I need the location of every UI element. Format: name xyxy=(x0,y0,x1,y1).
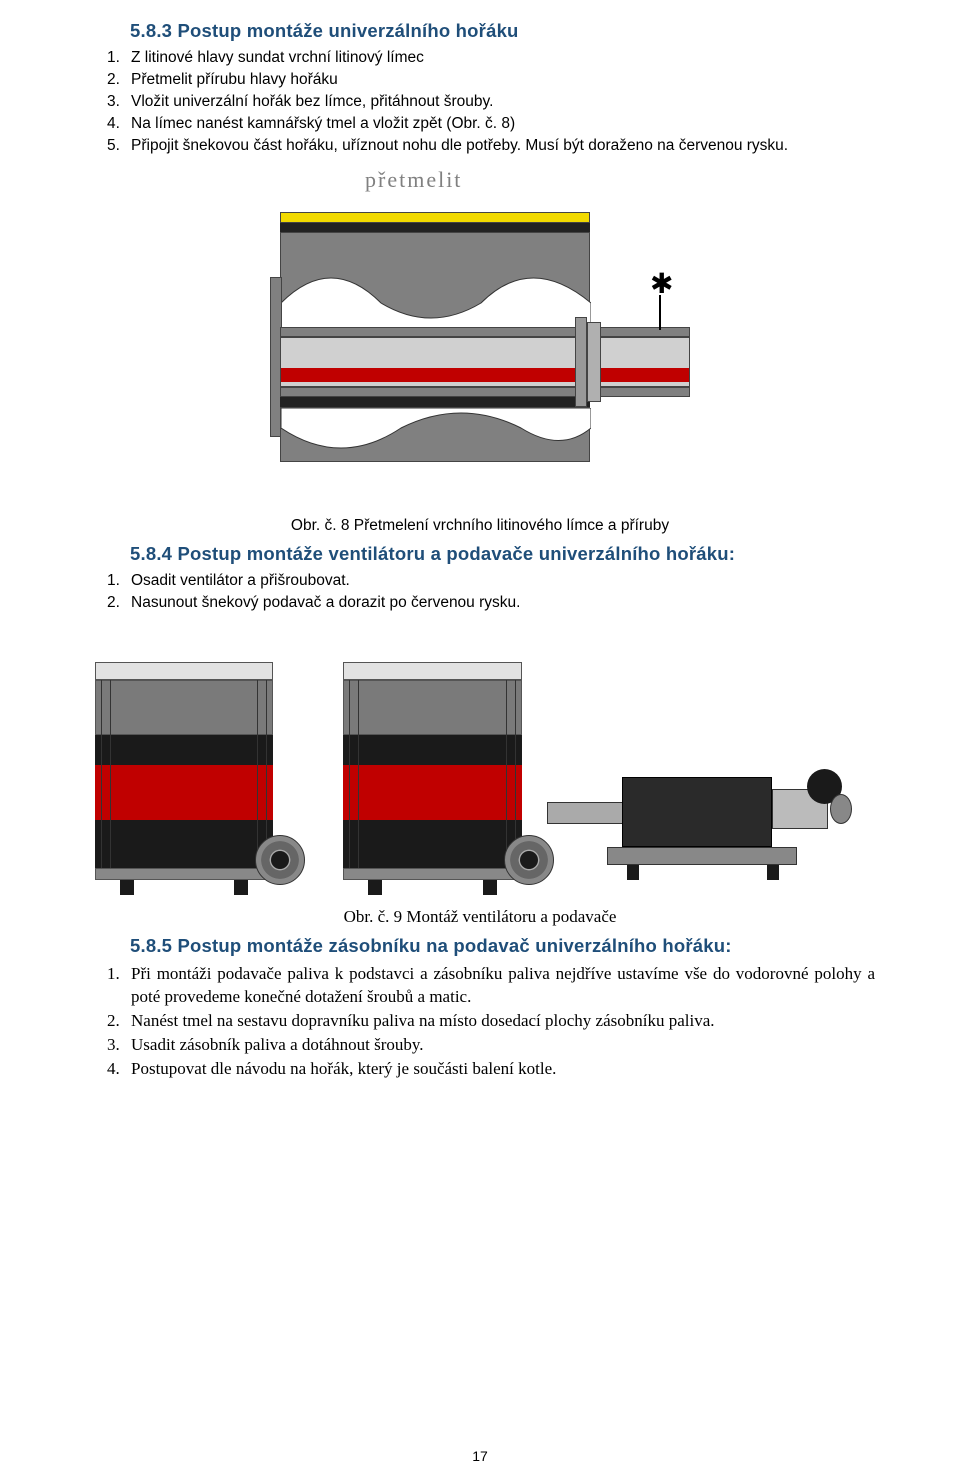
list-item: 1.Z litinové hlavy sundat vrchní litinov… xyxy=(107,48,875,69)
feeder-base xyxy=(607,847,797,865)
list-number: 3. xyxy=(107,1034,131,1057)
list-number: 1. xyxy=(107,963,131,1009)
boiler-red-panel xyxy=(95,765,273,820)
body-lower xyxy=(280,407,590,462)
boiler-gray-band xyxy=(95,680,273,735)
boiler-left xyxy=(95,662,273,897)
marker-line xyxy=(659,295,661,330)
list-number: 2. xyxy=(107,593,131,614)
motor-disc-icon xyxy=(830,794,852,824)
list-text: Nanést tmel na sestavu dopravníku paliva… xyxy=(131,1010,875,1033)
boiler-foot xyxy=(483,880,497,895)
figure-8-caption: Obr. č. 8 Přetmelení vrchního litinového… xyxy=(85,517,875,535)
boiler-top xyxy=(95,662,273,680)
list-item: 4.Postupovat dle návodu na hořák, který … xyxy=(107,1058,875,1081)
list-number: 4. xyxy=(107,114,131,135)
list-584: 1.Osadit ventilátor a přišroubovat. 2.Na… xyxy=(107,571,875,614)
fan-icon xyxy=(255,835,305,885)
boiler-base xyxy=(95,868,273,880)
boiler-foot xyxy=(368,880,382,895)
list-text: Nasunout šnekový podavač a dorazit po če… xyxy=(131,593,875,614)
boiler-top xyxy=(343,662,521,680)
feeder-assembly xyxy=(547,747,865,897)
boiler-ridge-left xyxy=(349,680,359,868)
red-mark-bar xyxy=(281,368,689,382)
list-text: Na límec nanést kamnářský tmel a vložit … xyxy=(131,114,875,135)
list-text: Z litinové hlavy sundat vrchní litinový … xyxy=(131,48,875,69)
fan-hub xyxy=(520,851,538,869)
shaft-top xyxy=(280,327,690,337)
list-text: Připojit šnekovou část hořáku, uříznout … xyxy=(131,136,875,157)
boiler-foot xyxy=(120,880,134,895)
list-item: 2.Nanést tmel na sestavu dopravníku pali… xyxy=(107,1010,875,1033)
list-item: 4.Na límec nanést kamnářský tmel a vloži… xyxy=(107,114,875,135)
collar-black-top xyxy=(280,223,590,232)
list-item: 3.Vložit univerzální hořák bez límce, př… xyxy=(107,92,875,113)
asterisk-marker-icon: ✱ xyxy=(650,267,673,301)
section-585-title: 5.8.5 Postup montáže zásobníku na podava… xyxy=(130,935,875,957)
list-text: Osadit ventilátor a přišroubovat. xyxy=(131,571,875,592)
boiler-ridge-left xyxy=(101,680,111,868)
list-item: 5.Připojit šnekovou část hořáku, uříznou… xyxy=(107,136,875,157)
list-item: 1.Osadit ventilátor a přišroubovat. xyxy=(107,571,875,592)
figure-9 xyxy=(85,637,875,897)
fan-hub xyxy=(271,851,289,869)
figure-8: přetmelit ✱ xyxy=(85,167,875,507)
boiler-foot xyxy=(234,880,248,895)
section-584-title: 5.8.4 Postup montáže ventilátoru a podav… xyxy=(130,543,875,565)
collar-yellow xyxy=(280,212,590,223)
burner-diagram: přetmelit ✱ xyxy=(245,167,715,507)
body-upper xyxy=(280,232,590,327)
boiler-right xyxy=(343,662,521,897)
list-number: 2. xyxy=(107,70,131,91)
shaft-core xyxy=(280,337,690,387)
section-583-title: 5.8.3 Postup montáže univerzálního hořák… xyxy=(130,20,875,42)
feeder-foot xyxy=(767,865,779,880)
shaft-bottom xyxy=(280,387,690,397)
list-text: Přetmelit přírubu hlavy hořáku xyxy=(131,70,875,91)
list-item: 3.Usadit zásobník paliva a dotáhnout šro… xyxy=(107,1034,875,1057)
page-number: 17 xyxy=(472,1448,488,1464)
list-item: 1.Při montáži podavače paliva k podstavc… xyxy=(107,963,875,1009)
list-number: 1. xyxy=(107,571,131,592)
list-text: Vložit univerzální hořák bez límce, přit… xyxy=(131,92,875,113)
list-583: 1.Z litinové hlavy sundat vrchní litinov… xyxy=(107,48,875,157)
flange-right-1 xyxy=(575,317,587,407)
list-585: 1.Při montáži podavače paliva k podstavc… xyxy=(107,963,875,1081)
boiler-black-upper xyxy=(95,735,273,765)
boiler-black-lower xyxy=(343,820,521,868)
flange-right-2 xyxy=(587,322,601,402)
list-number: 4. xyxy=(107,1058,131,1081)
boiler-black-lower xyxy=(95,820,273,868)
boiler-red-panel xyxy=(343,765,521,820)
list-text: Postupovat dle návodu na hořák, který je… xyxy=(131,1058,875,1081)
diagram-annotation: přetmelit xyxy=(365,167,462,193)
list-text: Usadit zásobník paliva a dotáhnout šroub… xyxy=(131,1034,875,1057)
list-item: 2.Nasunout šnekový podavač a dorazit po … xyxy=(107,593,875,614)
feeder-motor xyxy=(772,769,852,844)
feeder-foot xyxy=(627,865,639,880)
list-number: 5. xyxy=(107,136,131,157)
list-text: Při montáži podavače paliva k podstavci … xyxy=(131,963,875,1009)
list-item: 2.Přetmelit přírubu hlavy hořáku xyxy=(107,70,875,91)
list-number: 3. xyxy=(107,92,131,113)
list-number: 2. xyxy=(107,1010,131,1033)
feeder-hopper xyxy=(622,777,772,847)
boiler-assembly-diagram xyxy=(95,637,865,897)
collar-black-bottom xyxy=(280,397,590,407)
figure-9-caption: Obr. č. 9 Montáž ventilátoru a podavače xyxy=(85,907,875,927)
boiler-gray-band xyxy=(343,680,521,735)
boiler-black-upper xyxy=(343,735,521,765)
boiler-base xyxy=(343,868,521,880)
list-number: 1. xyxy=(107,48,131,69)
